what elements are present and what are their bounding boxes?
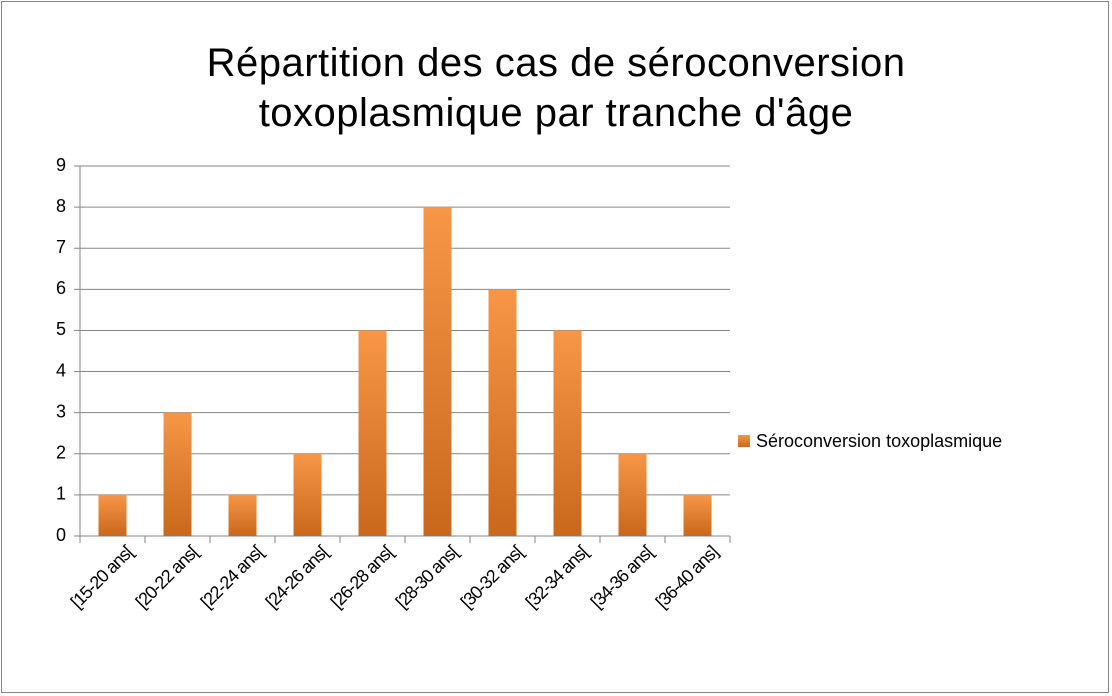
y-tick-label: 8: [56, 196, 66, 216]
y-tick-label: 4: [56, 360, 66, 380]
x-tick-label: [34-36 ans[: [587, 541, 658, 612]
bar: [488, 289, 517, 536]
bar: [553, 330, 582, 536]
x-tick-label: [32-34 ans[: [522, 541, 593, 612]
x-tick-label: [15-20 ans[: [67, 541, 138, 612]
y-tick-label: 5: [56, 319, 66, 339]
bar: [163, 412, 192, 536]
y-tick-label: 3: [56, 401, 66, 421]
y-tick-label: 7: [56, 237, 66, 257]
bar: [683, 494, 712, 536]
bar: [98, 494, 127, 536]
x-tick-label: [26-28 ans[: [327, 541, 398, 612]
x-tick-label: [22-24 ans[: [197, 541, 268, 612]
bar: [228, 494, 257, 536]
legend-swatch: [738, 435, 750, 447]
x-tick-label: [24-26 ans[: [262, 541, 333, 612]
x-tick-label: [30-32 ans[: [457, 541, 528, 612]
bar: [293, 453, 322, 536]
y-tick-label: 2: [56, 443, 66, 463]
legend-label: Séroconversion toxoplasmique: [756, 431, 1002, 451]
y-tick-label: 6: [56, 278, 66, 298]
y-tick-label: 9: [56, 155, 66, 175]
bar: [423, 207, 452, 536]
y-tick-label: 0: [56, 525, 66, 545]
bar: [618, 453, 647, 536]
x-tick-label: [36-40 ans]: [652, 542, 722, 612]
chart-title: Répartition des cas de séroconversion to…: [206, 41, 906, 135]
y-tick-label: 1: [56, 484, 66, 504]
bar: [358, 330, 387, 536]
x-tick-label: [20-22 ans[: [132, 541, 203, 612]
x-tick-label: [28-30 ans[: [392, 541, 463, 612]
